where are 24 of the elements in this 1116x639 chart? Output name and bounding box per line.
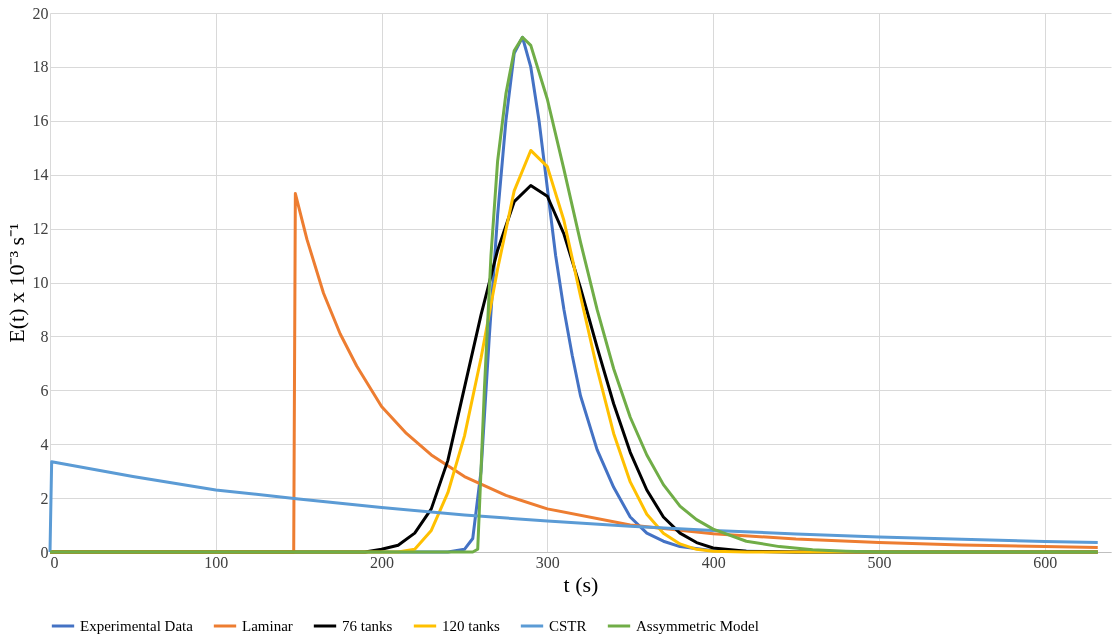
x-tick-label: 300 xyxy=(535,553,560,571)
y-tick-label: 6 xyxy=(40,381,49,399)
y-tick-label: 20 xyxy=(32,4,49,22)
y-tick-label: 16 xyxy=(32,112,49,130)
x-tick-label: 500 xyxy=(867,553,892,571)
y-tick-label: 2 xyxy=(40,489,49,507)
legend-label: CSTR xyxy=(549,618,587,634)
y-axis-title: E(t) x 10⁻³ s⁻¹ xyxy=(3,223,29,343)
y-tick-label: 10 xyxy=(32,274,49,291)
y-tick-label: 12 xyxy=(32,220,49,238)
legend-label: Assymmetric Model xyxy=(636,618,759,634)
legend-label: 120 tanks xyxy=(442,618,501,634)
x-tick-label: 400 xyxy=(701,553,726,571)
x-tick-label: 600 xyxy=(1033,553,1058,571)
x-axis-title: t (s) xyxy=(563,571,599,597)
y-tick-label: 18 xyxy=(32,58,49,76)
legend-label: Experimental Data xyxy=(80,618,194,634)
y-tick-label: 14 xyxy=(32,166,49,184)
legend-label: 76 tanks xyxy=(342,618,393,634)
y-tick-label: 8 xyxy=(40,327,49,345)
x-tick-label: 100 xyxy=(204,553,229,571)
y-tick-label: 4 xyxy=(40,435,49,453)
x-tick-label: 200 xyxy=(370,553,395,571)
legend-label: Laminar xyxy=(242,618,293,634)
